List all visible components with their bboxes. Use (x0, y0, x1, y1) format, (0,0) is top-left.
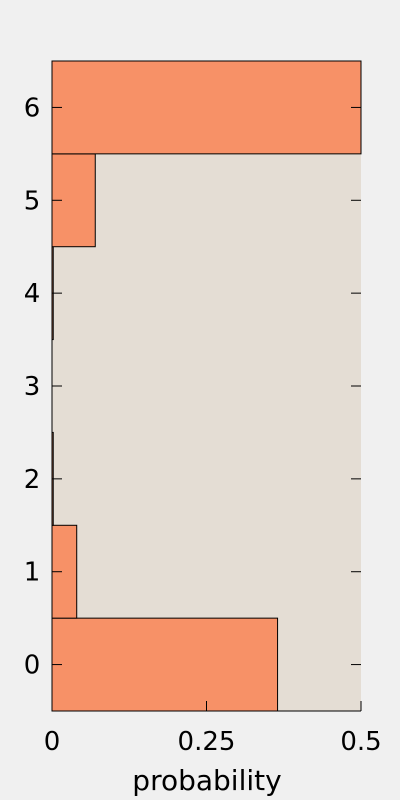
x-tick-label-2: 0.5 (340, 727, 381, 757)
y-tick-label-4: 4 (24, 279, 41, 309)
y-tick-label-3: 3 (24, 372, 41, 402)
bar-0 (51, 617, 279, 712)
y-tick-label-0: 0 (24, 651, 41, 681)
y-tick-label-1: 1 (24, 558, 41, 588)
y-tick-labels: 0 1 2 3 4 5 6 (24, 93, 41, 680)
x-axis-label: probability (132, 764, 281, 797)
x-tick-labels: 0 0.25 0.5 (44, 727, 382, 757)
bar-6 (51, 60, 362, 155)
y-tick-label-5: 5 (24, 186, 41, 216)
y-tick-label-6: 6 (24, 93, 41, 123)
axes-group (51, 61, 362, 712)
x-tick-label-1: 0.25 (178, 727, 236, 757)
plot-area (52, 61, 361, 711)
x-tick-label-0: 0 (44, 727, 61, 757)
y-tick-label-2: 2 (24, 465, 41, 495)
